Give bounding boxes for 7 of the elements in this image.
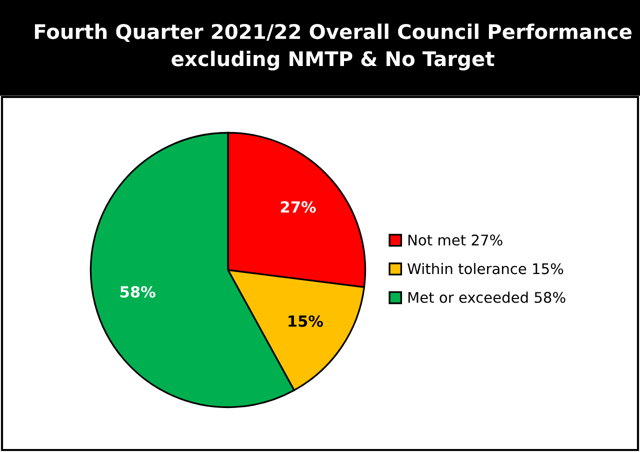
legend-label: Within tolerance 15% <box>408 262 564 274</box>
data-label: 58% <box>120 286 156 298</box>
legend-label: Met or exceeded 58% <box>408 292 566 303</box>
legend-label: Not met 27% <box>408 234 502 246</box>
data-label: 15% <box>288 315 323 327</box>
data-label: 27% <box>280 201 316 213</box>
chart-title: Fourth Quarter 2021/22 Overall Council Performance excluding NMTP & No Target <box>34 24 632 70</box>
